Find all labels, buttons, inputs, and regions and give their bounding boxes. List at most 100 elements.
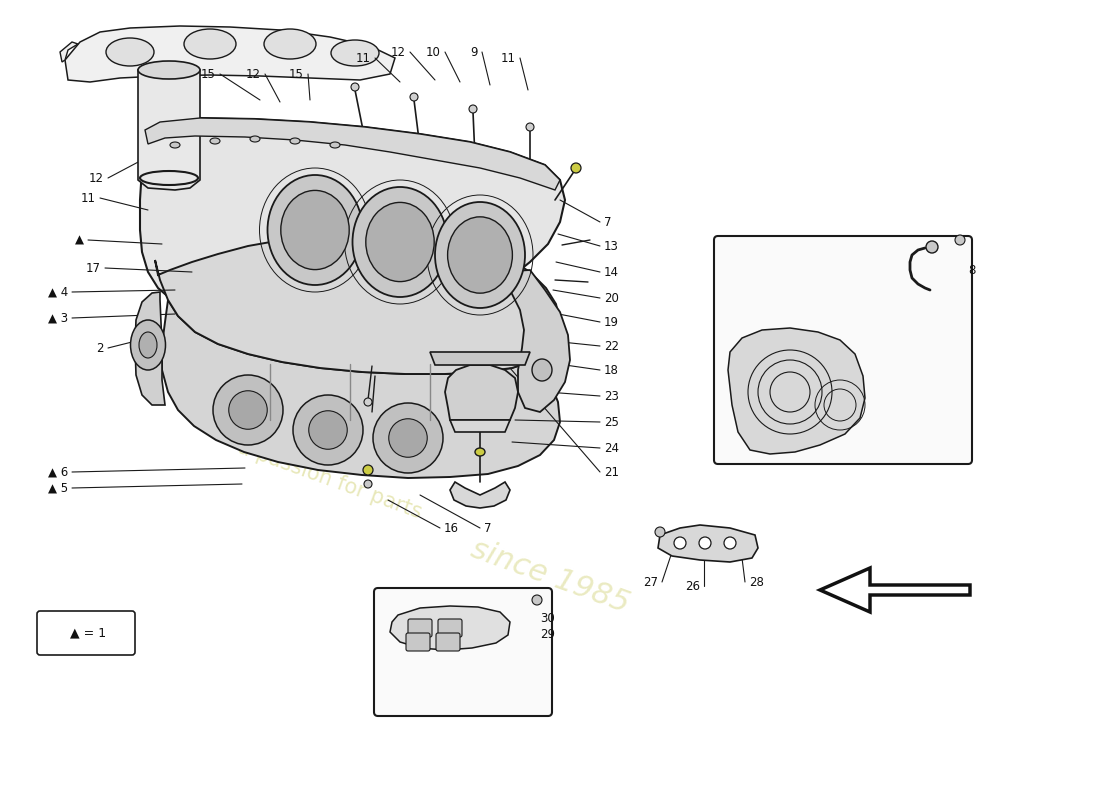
- Circle shape: [293, 395, 363, 465]
- Ellipse shape: [475, 448, 485, 456]
- Circle shape: [363, 465, 373, 475]
- Text: 18: 18: [604, 363, 619, 377]
- Text: 16: 16: [444, 522, 459, 534]
- Circle shape: [469, 105, 477, 113]
- Circle shape: [532, 595, 542, 605]
- Circle shape: [373, 403, 443, 473]
- Polygon shape: [820, 568, 970, 612]
- Ellipse shape: [280, 190, 349, 270]
- Text: 23: 23: [604, 390, 619, 402]
- Circle shape: [388, 418, 427, 458]
- Polygon shape: [140, 118, 565, 330]
- Text: 7: 7: [484, 522, 492, 534]
- Text: 12: 12: [89, 171, 104, 185]
- Circle shape: [955, 235, 965, 245]
- Circle shape: [724, 537, 736, 549]
- Ellipse shape: [250, 136, 260, 142]
- FancyBboxPatch shape: [714, 236, 972, 464]
- Polygon shape: [162, 300, 560, 478]
- Text: ▲ 6: ▲ 6: [47, 466, 68, 478]
- Ellipse shape: [184, 29, 236, 59]
- Text: 20: 20: [604, 291, 619, 305]
- Ellipse shape: [170, 142, 180, 148]
- Text: 12: 12: [390, 46, 406, 58]
- Polygon shape: [446, 365, 518, 420]
- Polygon shape: [430, 352, 530, 365]
- Circle shape: [410, 93, 418, 101]
- Ellipse shape: [352, 187, 448, 297]
- Text: 2: 2: [97, 342, 104, 354]
- Text: 30: 30: [540, 611, 554, 625]
- Text: 17: 17: [86, 262, 101, 274]
- Text: 27: 27: [644, 575, 658, 589]
- Text: 9: 9: [471, 46, 478, 58]
- Ellipse shape: [448, 217, 513, 293]
- Ellipse shape: [264, 29, 316, 59]
- Ellipse shape: [106, 38, 154, 66]
- Text: 10: 10: [426, 46, 441, 58]
- Polygon shape: [450, 482, 510, 508]
- Text: 24: 24: [604, 442, 619, 454]
- Text: ▲ 3: ▲ 3: [48, 311, 68, 325]
- Ellipse shape: [434, 202, 525, 308]
- Text: 12: 12: [246, 67, 261, 81]
- Text: 8: 8: [968, 263, 976, 277]
- Circle shape: [698, 537, 711, 549]
- Polygon shape: [658, 525, 758, 562]
- Text: 7: 7: [604, 215, 612, 229]
- Circle shape: [364, 398, 372, 406]
- Polygon shape: [65, 26, 395, 82]
- Text: a passion for parts: a passion for parts: [235, 438, 425, 522]
- Ellipse shape: [532, 359, 552, 381]
- Ellipse shape: [139, 332, 157, 358]
- Text: 11: 11: [356, 51, 371, 65]
- Ellipse shape: [267, 175, 363, 285]
- FancyBboxPatch shape: [406, 633, 430, 651]
- Text: 21: 21: [604, 466, 619, 478]
- Text: ▲ 4: ▲ 4: [47, 286, 68, 298]
- Text: 13: 13: [604, 239, 619, 253]
- FancyBboxPatch shape: [374, 588, 552, 716]
- Polygon shape: [138, 70, 200, 190]
- Polygon shape: [145, 118, 560, 190]
- Ellipse shape: [210, 138, 220, 144]
- Text: 26: 26: [685, 579, 700, 593]
- Polygon shape: [155, 234, 560, 374]
- Text: 22: 22: [604, 339, 619, 353]
- Text: ▲ 5: ▲ 5: [48, 482, 68, 494]
- Text: 28: 28: [749, 575, 763, 589]
- Circle shape: [364, 480, 372, 488]
- Circle shape: [654, 527, 666, 537]
- Text: ▲: ▲: [75, 234, 84, 246]
- Text: eurospares: eurospares: [186, 324, 430, 444]
- Text: 29: 29: [540, 629, 556, 642]
- Circle shape: [213, 375, 283, 445]
- Text: ▲ = 1: ▲ = 1: [70, 626, 106, 639]
- Polygon shape: [60, 42, 78, 62]
- Circle shape: [926, 241, 938, 253]
- Ellipse shape: [138, 61, 200, 79]
- Polygon shape: [498, 270, 570, 412]
- Text: 14: 14: [604, 266, 619, 278]
- Ellipse shape: [330, 142, 340, 148]
- Ellipse shape: [331, 40, 379, 66]
- Text: 15: 15: [289, 67, 304, 81]
- Polygon shape: [390, 606, 510, 650]
- Ellipse shape: [290, 138, 300, 144]
- Polygon shape: [135, 292, 165, 405]
- Text: 19: 19: [604, 315, 619, 329]
- Text: since 1985: since 1985: [466, 534, 634, 618]
- Text: 15: 15: [201, 67, 216, 81]
- Text: 11: 11: [500, 51, 516, 65]
- Circle shape: [674, 537, 686, 549]
- Text: 11: 11: [81, 191, 96, 205]
- FancyBboxPatch shape: [408, 619, 432, 637]
- Ellipse shape: [366, 202, 434, 282]
- FancyBboxPatch shape: [438, 619, 462, 637]
- Polygon shape: [450, 420, 510, 432]
- FancyBboxPatch shape: [37, 611, 135, 655]
- Circle shape: [571, 163, 581, 173]
- Circle shape: [309, 410, 348, 450]
- Ellipse shape: [131, 320, 165, 370]
- Text: 25: 25: [604, 415, 619, 429]
